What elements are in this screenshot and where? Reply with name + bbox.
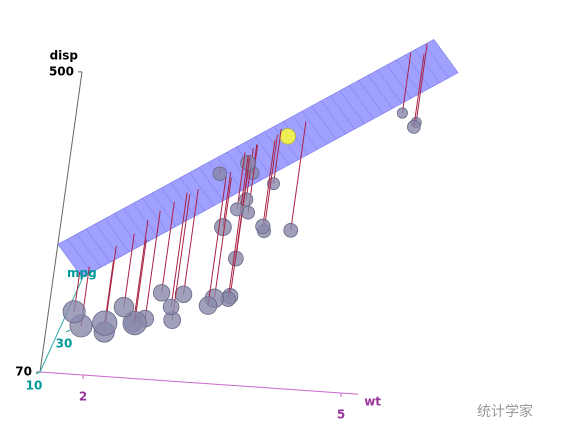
residual-line [236,152,246,210]
residual-line [144,210,161,319]
point [214,218,232,236]
plane-mesh [302,110,327,145]
z-tick-label: 70 [15,365,32,379]
y-tick [35,371,41,375]
residual-line [263,134,278,232]
plane-mesh [424,44,449,78]
plane-mesh [339,90,365,125]
point [113,296,135,318]
plane-mesh [198,167,224,201]
plane-mesh [170,182,196,217]
point [62,300,86,324]
point [122,310,147,336]
plane-mesh [123,208,149,242]
y-axis [39,279,83,373]
plane-mesh [142,198,167,232]
plane-mesh [76,233,102,268]
residual-line [213,177,232,299]
residual-line [413,53,425,128]
plane-mesh [114,213,139,248]
plane-mesh [161,187,186,222]
plane-mesh [414,49,440,84]
point [162,298,180,316]
plane-mesh [386,64,412,99]
point [152,284,171,302]
residual-line [273,128,282,184]
point [396,107,408,119]
x-axis [39,371,359,395]
plane-mesh [264,131,290,166]
plane-mesh [349,85,374,119]
x-tick-label: 5 [337,408,345,422]
point [230,202,245,217]
residual-line [123,233,135,308]
point [174,285,193,304]
y-tick-label: 30 [56,337,73,351]
residual-line [227,155,249,300]
plane-mesh [179,177,205,212]
plane-mesh [189,172,214,207]
y-tick-label: 10 [26,379,43,393]
point [407,120,421,134]
plane-mesh [396,59,421,94]
watermark: 统计学家 [477,403,533,420]
z-tick-label: 500 [49,64,74,78]
point [198,296,218,315]
residual-line [290,121,307,231]
plane-mesh [377,69,402,104]
residual-line [262,140,276,227]
z-axis-title: disp [50,48,79,62]
plane-mesh [245,141,271,176]
plane-mesh [367,75,393,109]
plane-mesh [311,105,337,140]
plane-mesh [330,95,355,130]
x-axis-title: wt [364,395,381,409]
residual-line [161,202,175,293]
residual-line [132,219,149,324]
residual-line [401,52,412,114]
point [283,223,299,238]
point [279,128,296,145]
y-axis-title: mpg [67,266,97,280]
plane-mesh [292,116,318,150]
plane-mesh [255,136,280,171]
plane-mesh [320,100,346,135]
plane-mesh [85,228,111,263]
residual-line [134,239,147,324]
point [92,310,118,336]
y-tick [65,329,71,333]
plane-mesh [67,239,92,273]
residual-line [207,177,227,306]
residual-line [171,194,191,321]
point [255,218,271,234]
z-axis [39,71,83,373]
plane-mesh [358,80,384,114]
x-tick-label: 2 [79,390,87,404]
residual-line [183,189,199,295]
plane-mesh [104,218,130,253]
residual-line [170,192,188,307]
plane-mesh [132,203,158,237]
residual-line [229,157,251,297]
point [212,166,227,181]
residual-line [415,43,428,123]
plane-mesh [217,157,243,191]
residual-line [222,172,232,228]
